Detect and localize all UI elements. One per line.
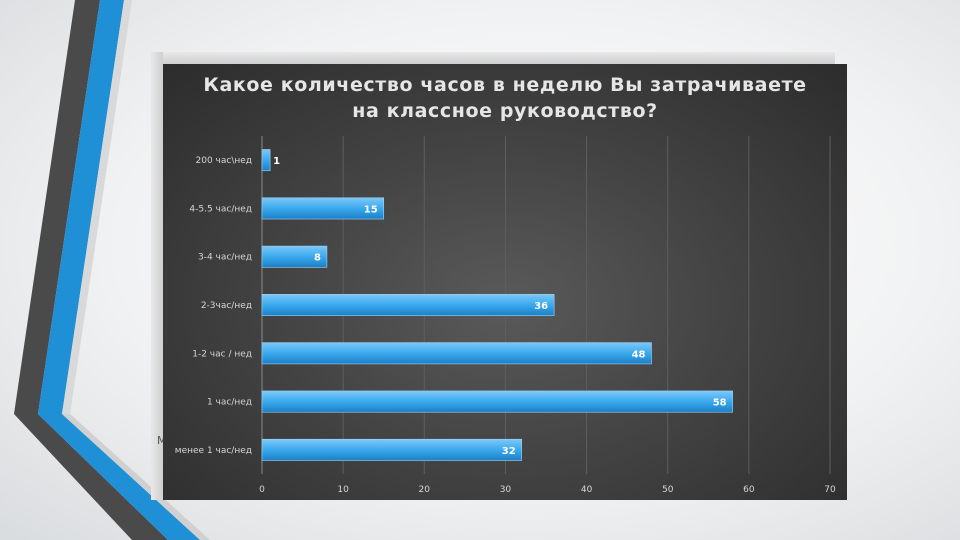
bar [261, 294, 555, 316]
chart-panel: Какое количество часов в неделю Вы затра… [163, 64, 847, 500]
data-label: 15 [364, 204, 378, 215]
x-tick-label: 0 [259, 485, 265, 495]
slide-frame-left [151, 52, 163, 500]
bar [261, 197, 385, 220]
chart-title: Какое количество часов в неделю Вы затра… [163, 72, 847, 124]
bar-chart: 0 10 20 30 40 50 60 70 200 час\нед 1 4-5.5 час/нед… [175, 136, 836, 495]
bar [261, 390, 733, 413]
bar [261, 342, 652, 365]
category-label: 4-5.5 час/нед [189, 204, 252, 214]
category-label: 1 час/нед [207, 398, 252, 408]
slide-frame-top [151, 52, 835, 64]
data-label: 48 [632, 349, 646, 360]
bar [261, 245, 328, 268]
data-label: 32 [502, 446, 516, 457]
category-label: 1-2 час / нед [192, 349, 252, 359]
data-label: 58 [713, 398, 727, 409]
category-label: 3-4 час/нед [198, 253, 252, 263]
category-label: 200 час\нед [196, 156, 253, 166]
chart-title-line2: на классное руководство? [352, 100, 658, 122]
data-label: 1 [273, 156, 280, 167]
category-label: менее 1 час/нед [175, 446, 252, 456]
x-tick-label: 30 [500, 485, 512, 495]
data-label: 36 [534, 301, 548, 312]
stray-text: М [157, 434, 167, 447]
x-tick-label: 40 [581, 485, 593, 495]
data-label: 8 [314, 253, 321, 264]
x-tick-label: 70 [824, 485, 836, 495]
chart-title-line1: Какое количество часов в неделю Вы затра… [203, 74, 807, 96]
bar [261, 438, 522, 461]
x-tick-label: 10 [337, 485, 349, 495]
x-tick-label: 60 [743, 485, 755, 495]
x-tick-label: 50 [662, 485, 674, 495]
category-label: 2-3час/нед [201, 301, 252, 311]
x-tick-label: 20 [419, 485, 431, 495]
bar [261, 149, 271, 172]
